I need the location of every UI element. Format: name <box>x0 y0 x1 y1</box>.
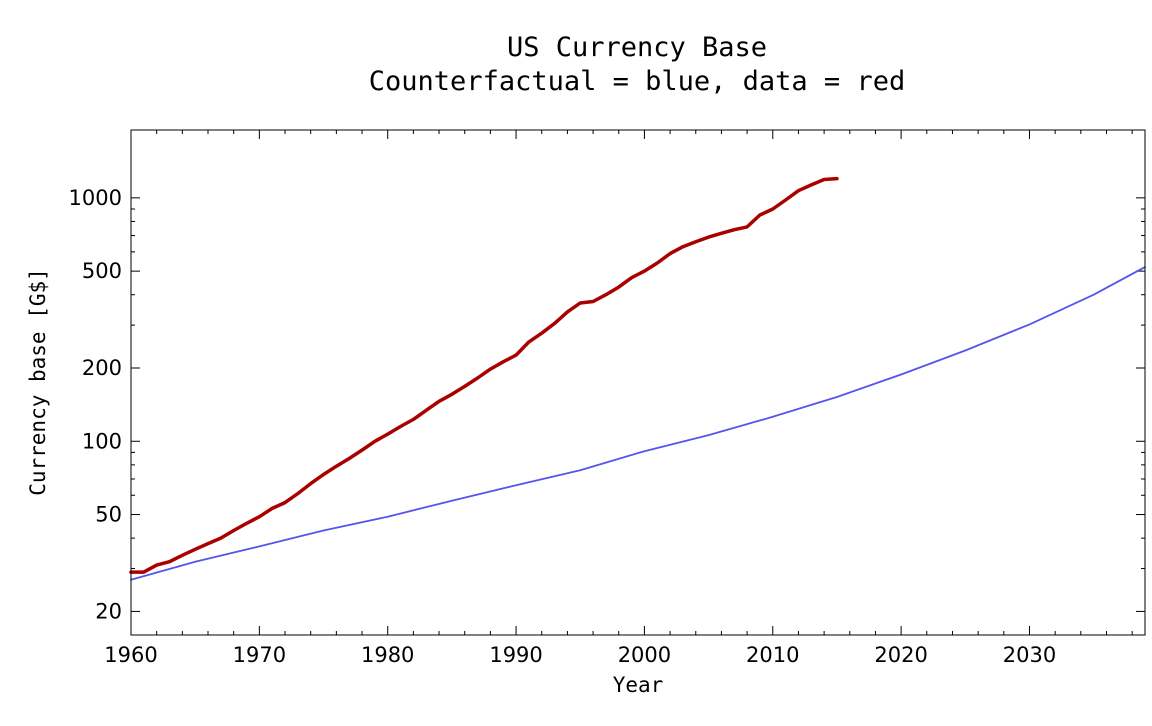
x-tick-label: 1980 <box>361 643 414 667</box>
chart-title: US Currency Base <box>507 32 767 63</box>
x-tick-label: 2030 <box>1003 643 1056 667</box>
plot-frame <box>130 129 1146 636</box>
series-line-data <box>129 176 839 574</box>
series-line-counterfactual <box>130 266 1146 581</box>
y-tick-label: 50 <box>95 503 122 527</box>
x-tick-label: 2020 <box>874 643 927 667</box>
y-tick-label: 100 <box>82 429 122 453</box>
y-tick-label: 200 <box>82 356 122 380</box>
y-tick-label: 500 <box>82 259 122 283</box>
chart-subtitle: Counterfactual = blue, data = red <box>369 66 905 97</box>
x-tick-label: 1990 <box>489 643 542 667</box>
x-axis-label: Year <box>613 673 664 697</box>
x-tick-label: 2000 <box>618 643 671 667</box>
y-tick-label: 1000 <box>69 186 122 210</box>
y-axis-label: Currency base [G$] <box>26 268 50 496</box>
plot-series <box>129 176 1146 581</box>
axis-ticks: 1960 1970 1980 1990 2000 2010 2020 2030 20 50 100 2… <box>69 130 1145 667</box>
y-tick-label: 20 <box>95 599 122 623</box>
x-tick-label: 1960 <box>104 643 157 667</box>
x-tick-label: 2010 <box>746 643 799 667</box>
x-tick-label: 1970 <box>233 643 286 667</box>
